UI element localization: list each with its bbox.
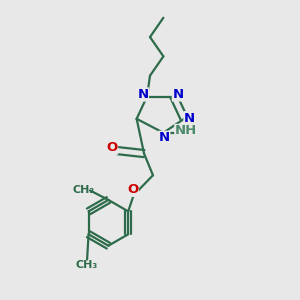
Text: N: N	[159, 131, 170, 144]
Text: N: N	[172, 88, 184, 101]
Text: N: N	[137, 88, 148, 101]
Text: CH₃: CH₃	[72, 185, 94, 195]
Text: N: N	[172, 88, 184, 101]
Text: O: O	[127, 183, 138, 196]
Text: N: N	[184, 112, 195, 125]
Text: NH: NH	[175, 124, 197, 137]
Text: N: N	[137, 88, 148, 101]
Text: O: O	[106, 141, 118, 154]
Text: NH: NH	[175, 124, 197, 137]
Text: O: O	[127, 183, 138, 196]
Text: N: N	[159, 131, 170, 144]
Text: N: N	[184, 112, 195, 125]
Text: O: O	[106, 141, 118, 154]
Text: CH₃: CH₃	[76, 260, 98, 270]
